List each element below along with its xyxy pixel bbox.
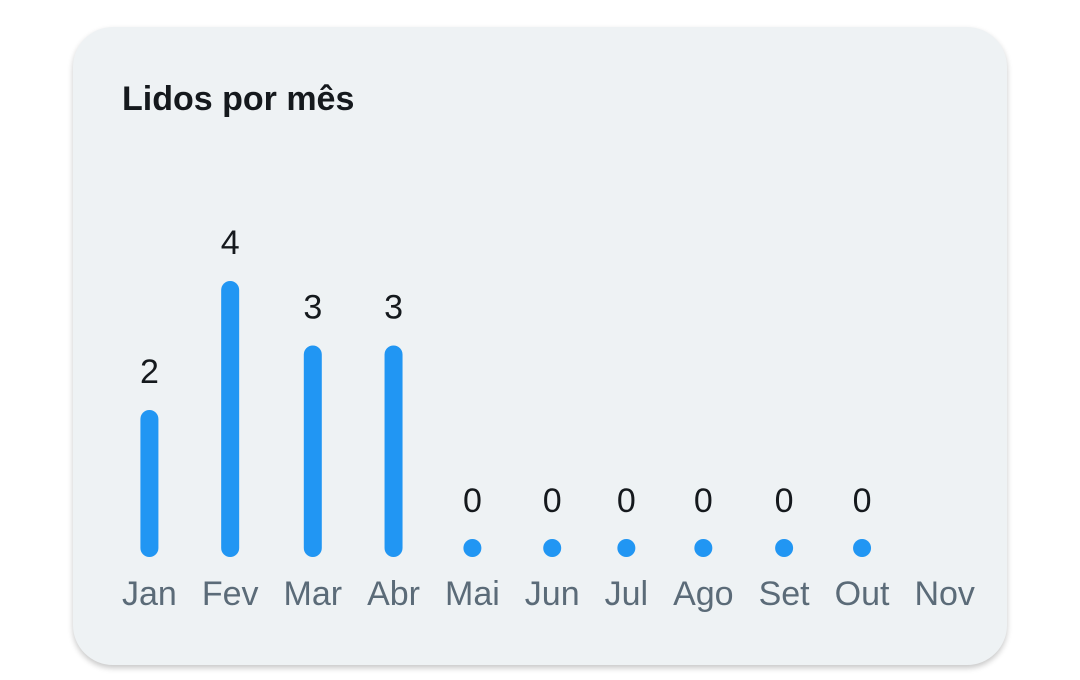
x-tick-label: Out xyxy=(835,575,890,613)
value-label: 2 xyxy=(140,353,159,391)
x-tick-label: Mai xyxy=(445,575,500,613)
value-label: 0 xyxy=(853,482,872,520)
value-label: 0 xyxy=(694,482,713,520)
chart-title: Lidos por mês xyxy=(122,80,354,118)
chart: Lidos por mês Jan 2 Fev 4 Mar 3 Abr 3 Mai 0 Jun 0 Ju… xyxy=(122,80,975,613)
x-tick-label: Abr xyxy=(367,575,420,613)
x-tick-label: Fev xyxy=(202,575,259,613)
plot: Jan 2 Fev 4 Mar 3 Abr 3 Mai 0 Jun 0 Jul 0 Ago 0 Set 0 Out 0… xyxy=(122,224,975,613)
value-label: 4 xyxy=(221,224,240,262)
x-tick-label: Jun xyxy=(525,575,580,613)
value-label: 0 xyxy=(617,482,636,520)
value-label: 3 xyxy=(303,288,322,326)
x-tick-label: Jan xyxy=(122,575,177,613)
value-label: 0 xyxy=(543,482,562,520)
value-label: 0 xyxy=(463,482,482,520)
x-tick-label: Set xyxy=(759,575,811,613)
x-tick-label: Ago xyxy=(673,575,734,613)
card: Lidos por mês Jan 2 Fev 4 Mar 3 Abr 3 Mai 0 Jun 0 Ju… xyxy=(73,27,1007,665)
x-tick-label: Mar xyxy=(284,575,343,613)
value-label: 3 xyxy=(384,288,403,326)
x-tick-label: Nov xyxy=(914,575,974,613)
value-label: 0 xyxy=(775,482,794,520)
x-tick-label: Jul xyxy=(605,575,648,613)
